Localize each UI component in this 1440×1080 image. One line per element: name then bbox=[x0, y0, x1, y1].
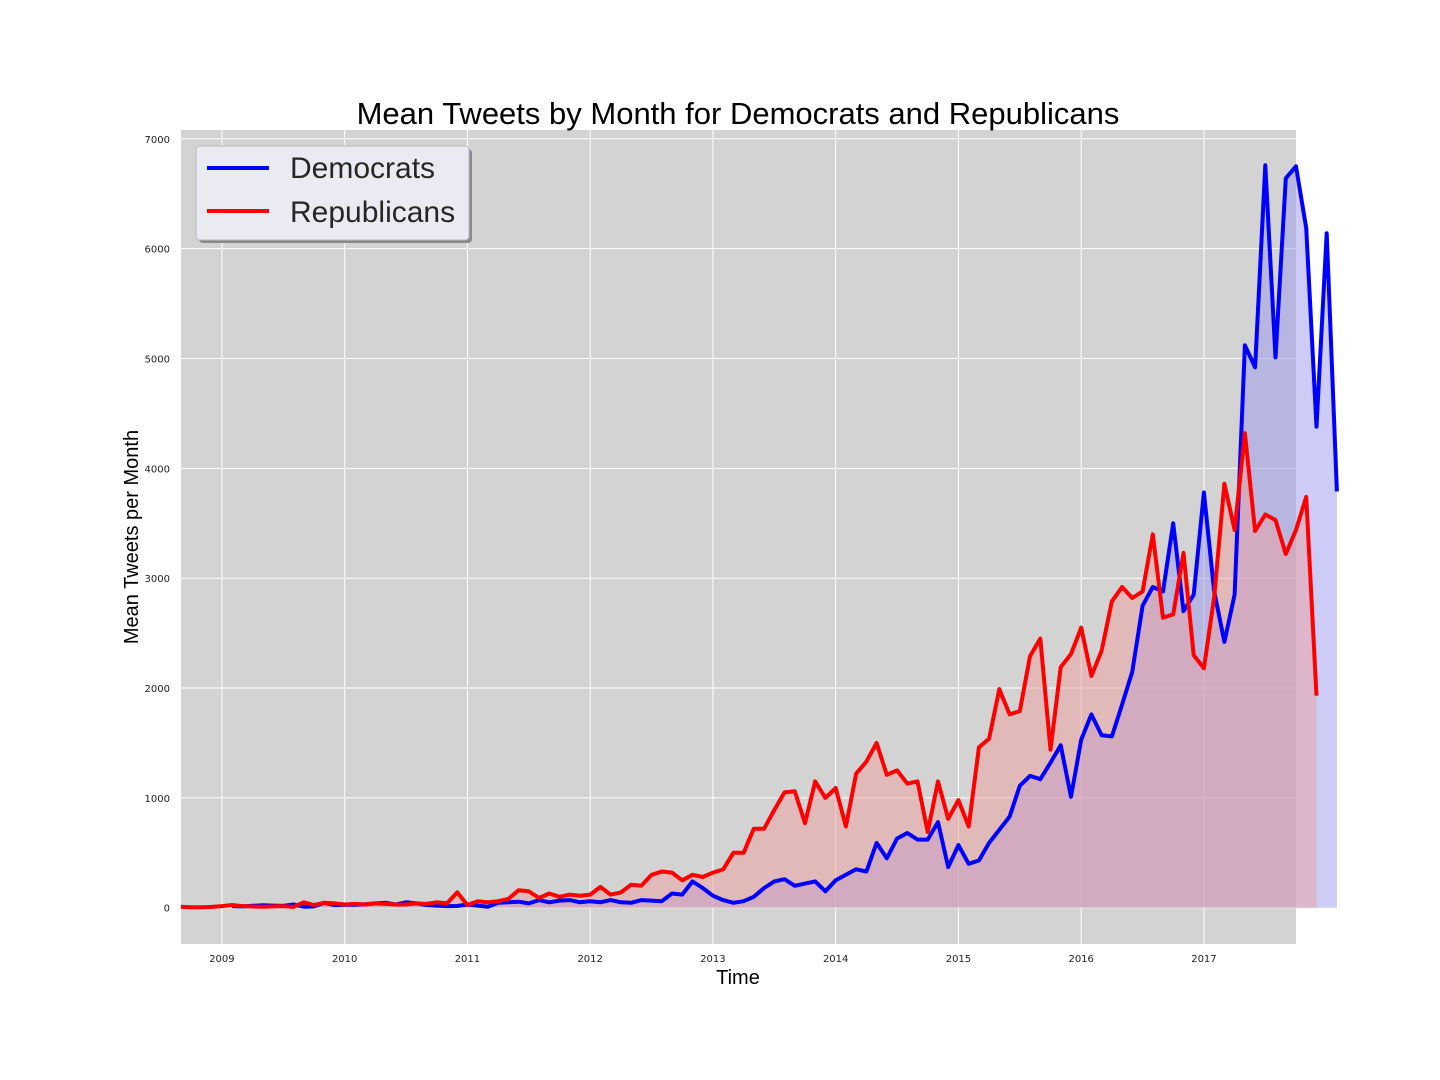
x-tick-labels: 2009 2010 2011 2012 2013 2014 2015 2016 2017 bbox=[209, 954, 1216, 965]
series-line-republicans bbox=[180, 431, 1319, 910]
x-axis-title: Time bbox=[716, 967, 760, 989]
y-axis-title: Mean Tweets per Month bbox=[121, 430, 143, 644]
y-tick-label: 3000 bbox=[145, 574, 170, 585]
chart-title: Mean Tweets by Month for Democrats and R… bbox=[357, 96, 1120, 131]
legend: Democrats Republicans bbox=[195, 145, 472, 243]
y-tick-label: 6000 bbox=[145, 245, 170, 256]
x-tick-label: 2010 bbox=[332, 954, 357, 965]
y-tick-label: 4000 bbox=[145, 464, 170, 475]
series-lines bbox=[180, 163, 1339, 910]
y-tick-label: 1000 bbox=[145, 794, 170, 805]
area-fill-republicans bbox=[181, 433, 1317, 908]
x-tick-label: 2014 bbox=[823, 954, 848, 965]
y-tick-label: 5000 bbox=[145, 354, 170, 365]
y-tick-label: 0 bbox=[164, 904, 170, 915]
x-tick-label: 2013 bbox=[700, 954, 725, 965]
x-tick-label: 2011 bbox=[455, 954, 480, 965]
y-tick-labels: 0 1000 2000 3000 4000 5000 6000 7000 bbox=[145, 135, 170, 915]
x-tick-label: 2016 bbox=[1068, 954, 1093, 965]
area-fills bbox=[181, 165, 1337, 908]
x-tick-label: 2015 bbox=[946, 954, 971, 965]
y-tick-label: 2000 bbox=[145, 684, 170, 695]
legend-label-republicans: Republicans bbox=[290, 196, 455, 229]
x-tick-label: 2017 bbox=[1191, 954, 1216, 965]
x-tick-label: 2012 bbox=[577, 954, 602, 965]
x-tick-label: 2009 bbox=[209, 954, 234, 965]
legend-label-democrats: Democrats bbox=[290, 152, 435, 185]
y-tick-label: 7000 bbox=[145, 135, 170, 146]
